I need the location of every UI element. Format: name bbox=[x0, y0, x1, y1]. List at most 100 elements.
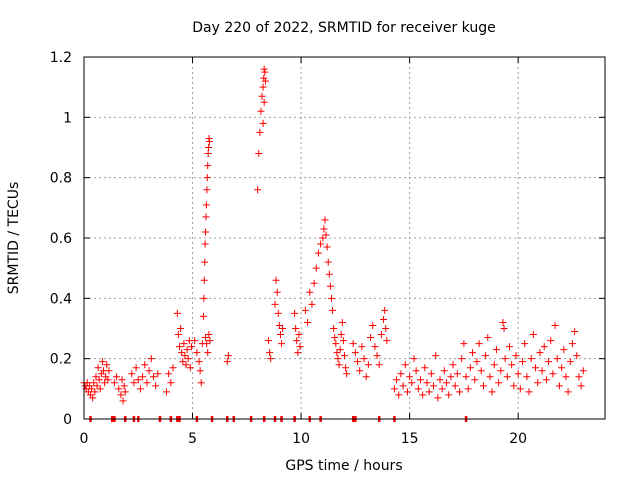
data-point bbox=[187, 343, 195, 351]
data-point bbox=[324, 258, 332, 266]
data-point bbox=[274, 309, 282, 317]
data-point bbox=[260, 98, 268, 106]
data-point bbox=[505, 343, 513, 351]
data-point bbox=[223, 358, 231, 366]
x-tick-label: 5 bbox=[188, 431, 197, 447]
data-point bbox=[260, 65, 268, 73]
data-point bbox=[490, 361, 498, 369]
data-point bbox=[261, 68, 269, 76]
data-point bbox=[486, 373, 494, 381]
data-point bbox=[482, 352, 490, 360]
data-point bbox=[162, 388, 170, 396]
data-point bbox=[180, 340, 188, 348]
data-point bbox=[443, 379, 451, 387]
data-point bbox=[88, 385, 96, 393]
data-point bbox=[254, 186, 262, 194]
data-point bbox=[186, 364, 194, 372]
data-point bbox=[566, 358, 574, 366]
data-point bbox=[375, 361, 383, 369]
data-point bbox=[205, 144, 213, 151]
data-point bbox=[332, 340, 340, 348]
data-point bbox=[510, 382, 518, 390]
data-point bbox=[573, 352, 581, 360]
data-point bbox=[203, 186, 211, 194]
data-point bbox=[401, 361, 409, 369]
data-point bbox=[508, 361, 516, 369]
data-point bbox=[119, 397, 127, 405]
grid-lines bbox=[84, 57, 605, 419]
data-point bbox=[327, 294, 335, 302]
data-point bbox=[204, 162, 212, 170]
data-point bbox=[323, 243, 331, 251]
data-point bbox=[367, 334, 375, 342]
data-point bbox=[271, 300, 279, 308]
data-point bbox=[575, 373, 583, 381]
data-point bbox=[383, 337, 391, 345]
data-point bbox=[115, 385, 123, 393]
data-point bbox=[136, 385, 144, 393]
data-point bbox=[427, 370, 435, 378]
data-point bbox=[408, 379, 416, 387]
data-point bbox=[314, 249, 322, 257]
y-tick-labels: 0 0.2 0.4 0.6 0.8 1 1.2 bbox=[50, 50, 72, 428]
x-tick-label: 15 bbox=[401, 431, 419, 447]
data-point bbox=[369, 321, 377, 329]
data-point bbox=[403, 388, 411, 396]
data-point bbox=[143, 379, 151, 387]
data-point bbox=[141, 361, 149, 369]
data-point bbox=[275, 321, 283, 329]
data-point bbox=[276, 331, 284, 339]
data-point bbox=[105, 367, 113, 375]
data-point bbox=[326, 282, 334, 290]
data-point bbox=[425, 388, 433, 396]
data-point bbox=[354, 358, 362, 366]
data-point bbox=[503, 373, 511, 381]
data-point bbox=[98, 358, 106, 366]
data-point bbox=[320, 225, 328, 233]
data-point bbox=[152, 382, 160, 390]
data-point bbox=[462, 373, 470, 381]
data-point bbox=[571, 328, 579, 336]
data-point bbox=[523, 373, 531, 381]
data-point bbox=[521, 340, 529, 348]
data-point bbox=[410, 355, 418, 363]
data-point bbox=[103, 361, 111, 369]
data-point bbox=[329, 306, 337, 314]
data-point bbox=[349, 340, 357, 348]
data-point bbox=[553, 355, 561, 363]
y-tick-label: 0.4 bbox=[50, 291, 72, 307]
y-tick-label: 0.8 bbox=[50, 171, 72, 187]
y-tick-label: 0.6 bbox=[50, 231, 72, 247]
data-point bbox=[551, 321, 559, 329]
data-point bbox=[296, 343, 304, 351]
data-point bbox=[337, 331, 345, 339]
data-point bbox=[469, 349, 477, 357]
data-point bbox=[549, 370, 557, 378]
data-point bbox=[182, 361, 190, 369]
data-point bbox=[436, 376, 444, 384]
data-point bbox=[456, 388, 464, 396]
x-tick-label: 20 bbox=[509, 431, 527, 447]
data-point bbox=[165, 370, 173, 378]
data-point bbox=[495, 379, 503, 387]
data-point bbox=[202, 201, 210, 209]
data-point bbox=[395, 391, 403, 399]
data-point bbox=[205, 331, 213, 339]
data-point bbox=[278, 340, 286, 348]
data-point bbox=[110, 379, 118, 387]
data-point bbox=[497, 367, 505, 375]
x-axis-label: GPS time / hours bbox=[285, 458, 402, 474]
data-point bbox=[291, 309, 299, 317]
data-point bbox=[201, 240, 209, 248]
data-point bbox=[500, 325, 508, 332]
data-point bbox=[479, 382, 487, 390]
data-point bbox=[453, 370, 461, 378]
data-point bbox=[458, 355, 466, 363]
data-point bbox=[438, 385, 446, 393]
data-point bbox=[390, 385, 398, 393]
y-tick-label: 0 bbox=[63, 412, 72, 428]
data-point bbox=[261, 77, 269, 85]
x-tick-labels: 0 5 10 15 20 bbox=[80, 431, 528, 447]
data-point bbox=[464, 385, 472, 393]
data-point bbox=[200, 294, 208, 302]
